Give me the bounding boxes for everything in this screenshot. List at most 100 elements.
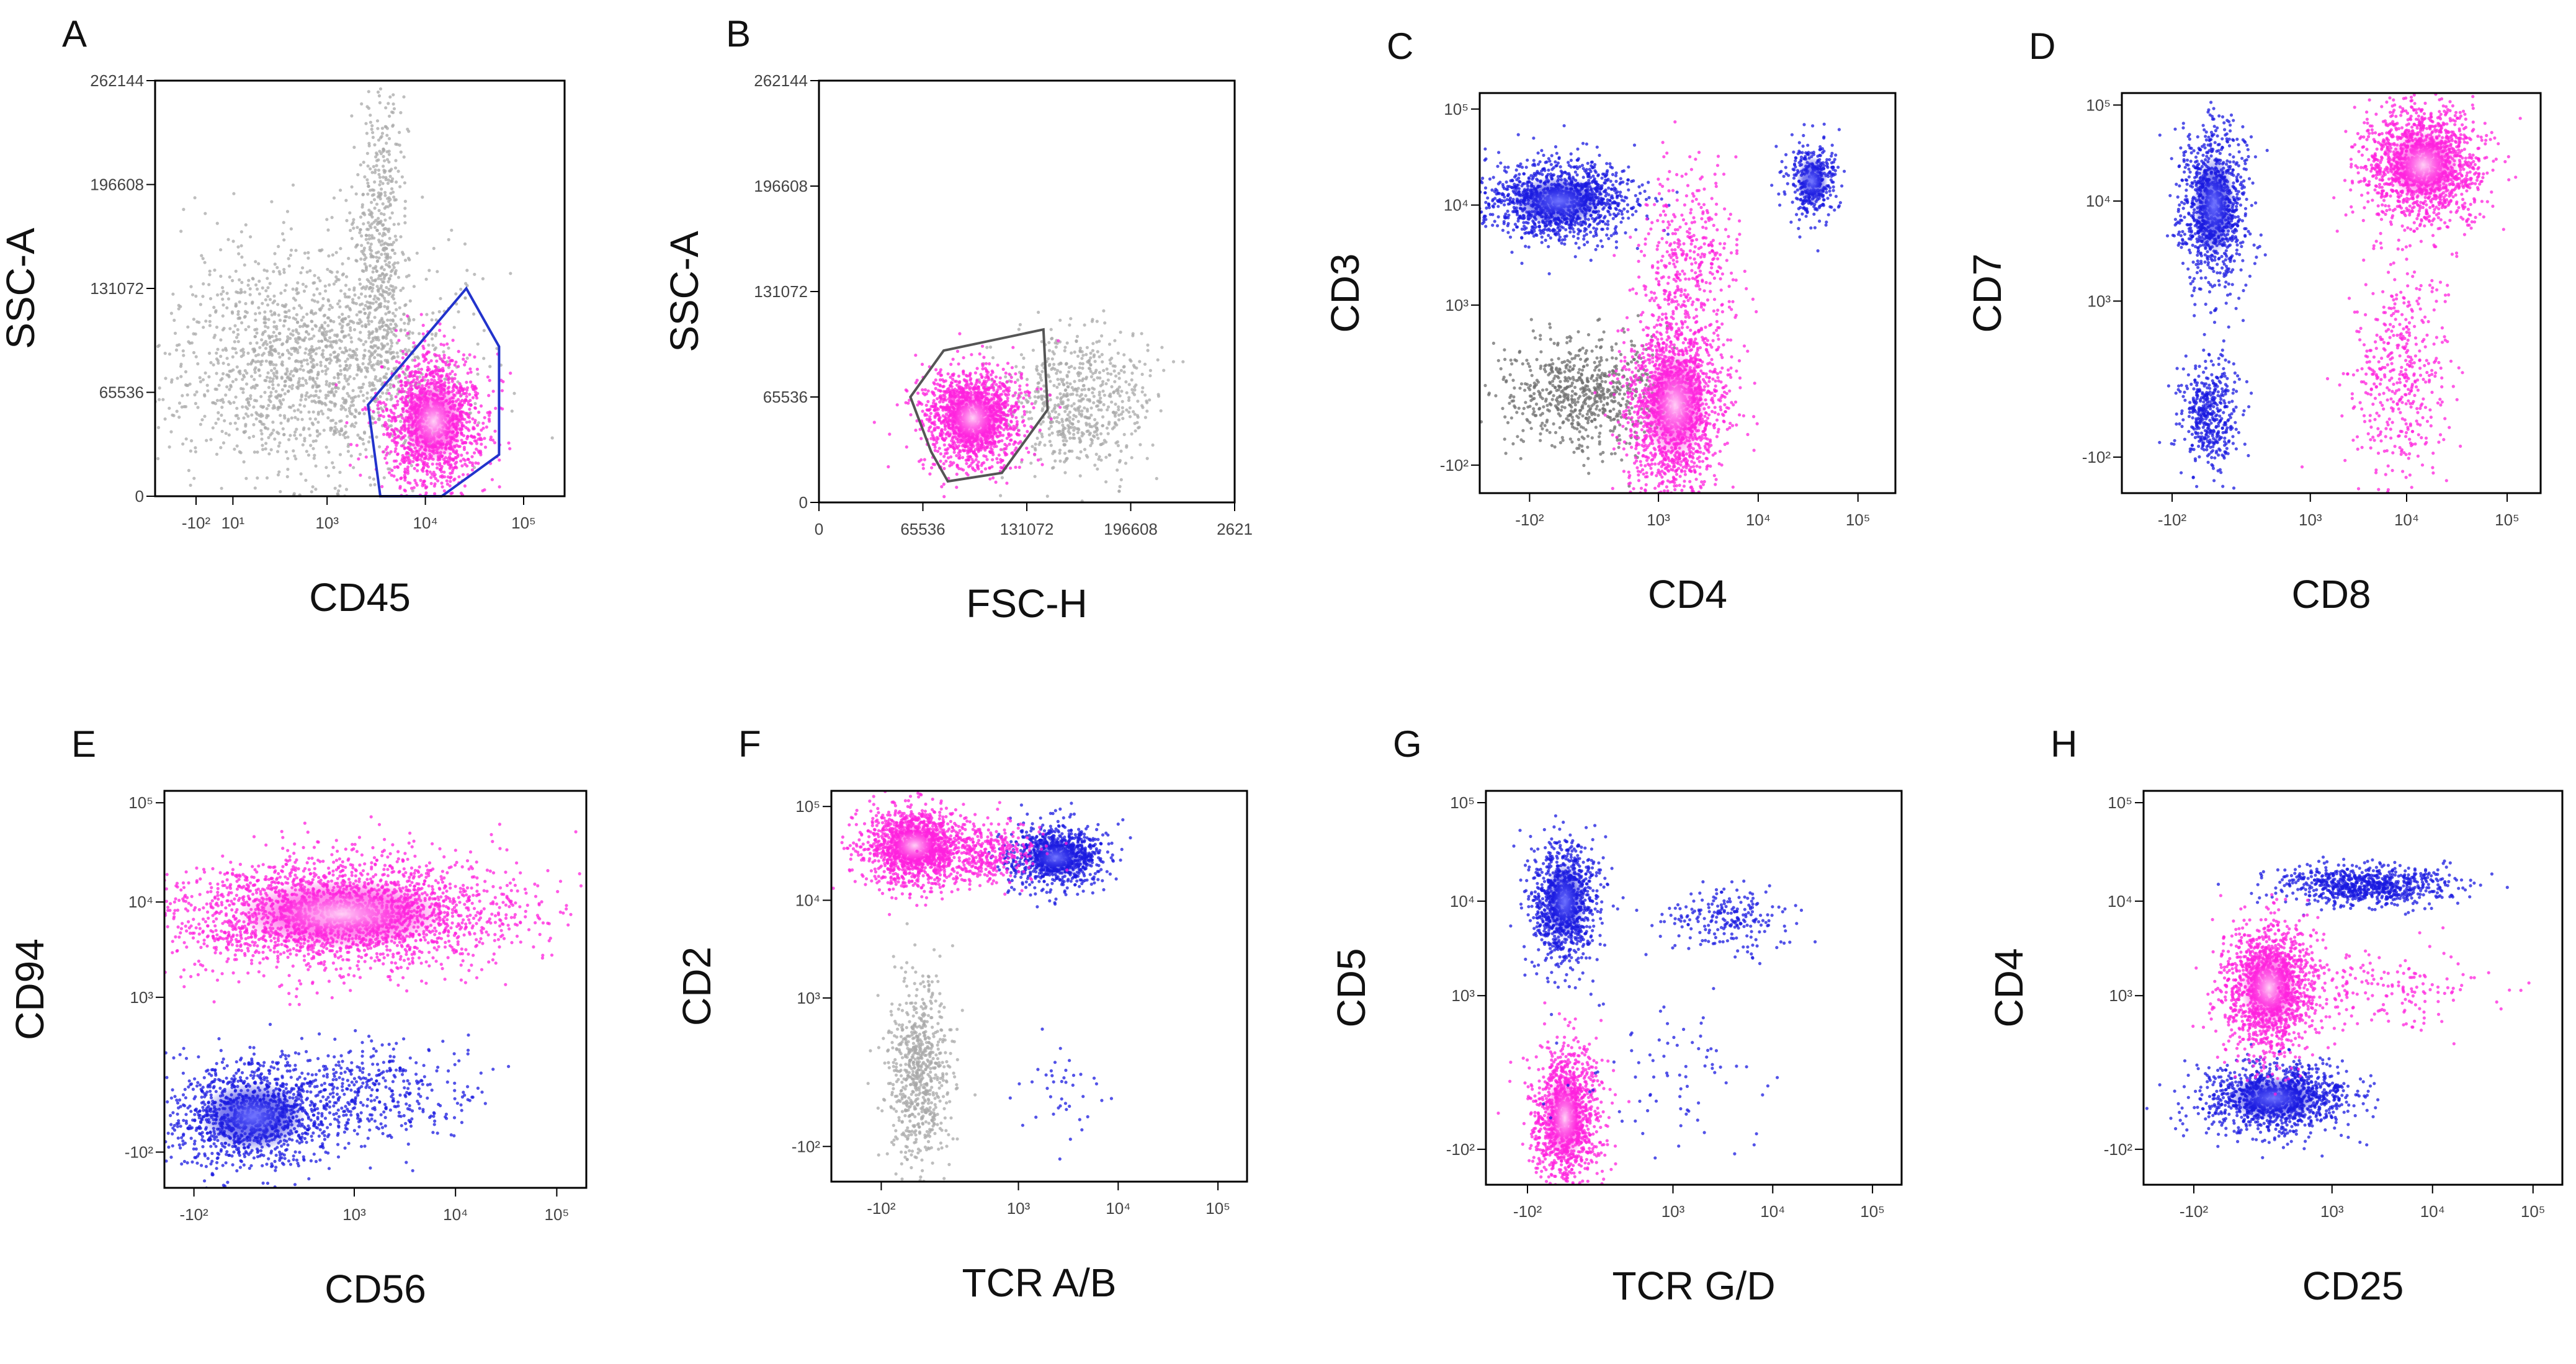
event-dot	[1127, 383, 1131, 386]
event-dot	[285, 475, 289, 479]
event-dot	[367, 184, 370, 188]
event-dot	[1058, 448, 1062, 452]
event-dot	[312, 365, 316, 368]
event-dot	[191, 293, 195, 296]
event-dot	[387, 367, 390, 371]
event-dot	[980, 463, 983, 467]
event-dot	[366, 241, 370, 245]
event-dot	[430, 337, 434, 341]
event-dot	[399, 150, 403, 154]
event-dot	[1065, 407, 1069, 411]
event-dot	[338, 299, 341, 303]
event-dot	[274, 334, 278, 338]
event-dot	[269, 345, 272, 349]
event-dot	[1047, 427, 1051, 430]
event-dot	[387, 136, 391, 141]
event-dot	[1055, 416, 1059, 419]
event-dot	[264, 442, 268, 445]
event-dot	[380, 131, 385, 135]
event-dot	[488, 419, 491, 423]
event-dot	[395, 465, 400, 469]
event-dot	[257, 353, 261, 357]
event-dot	[1096, 467, 1099, 471]
event-dot	[237, 370, 241, 374]
event-dot	[302, 359, 306, 362]
event-dot	[459, 287, 463, 291]
event-dot	[231, 330, 236, 334]
event-dot	[449, 465, 454, 469]
event-dot	[435, 359, 439, 363]
event-dot	[390, 179, 394, 183]
event-dot	[409, 372, 413, 376]
event-dot	[302, 383, 305, 387]
event-dot	[965, 461, 968, 465]
event-dot	[454, 373, 457, 377]
event-dot	[373, 316, 377, 319]
event-dot	[1138, 443, 1142, 447]
event-dot	[455, 466, 458, 470]
event-dot	[243, 315, 246, 319]
event-dot	[220, 406, 224, 409]
event-dot	[277, 244, 280, 248]
event-dot	[406, 127, 409, 131]
event-dot	[436, 466, 439, 470]
panel-a-population-2	[334, 313, 512, 496]
event-dot	[406, 256, 411, 260]
event-dot	[357, 310, 361, 314]
event-dot	[1095, 433, 1099, 437]
event-dot	[304, 378, 308, 383]
event-dot	[923, 458, 926, 461]
event-dot	[396, 355, 400, 359]
event-dot	[1068, 416, 1071, 419]
event-dot	[473, 272, 476, 276]
event-dot	[1039, 457, 1042, 461]
event-dot	[376, 403, 380, 408]
event-dot	[239, 451, 243, 455]
event-dot	[1106, 405, 1111, 409]
event-dot	[403, 473, 406, 477]
event-dot	[156, 426, 161, 429]
event-dot	[310, 360, 313, 364]
event-dot	[1106, 372, 1110, 375]
event-dot	[383, 194, 387, 197]
event-dot	[426, 368, 429, 372]
event-dot	[375, 362, 378, 366]
event-dot	[310, 345, 314, 349]
event-dot	[391, 93, 395, 97]
event-dot	[385, 141, 388, 145]
event-dot	[995, 391, 999, 394]
event-dot	[447, 365, 451, 370]
event-dot	[401, 436, 405, 440]
event-dot	[1072, 429, 1076, 432]
event-dot	[282, 238, 286, 242]
event-dot	[303, 351, 307, 355]
event-dot	[334, 251, 338, 254]
event-dot	[189, 285, 193, 288]
event-dot	[471, 435, 475, 439]
event-dot	[294, 457, 298, 461]
event-dot	[281, 352, 285, 356]
event-dot	[406, 455, 409, 459]
event-dot	[297, 291, 300, 295]
event-dot	[408, 318, 411, 322]
event-dot	[262, 352, 266, 355]
event-dot	[1078, 378, 1081, 383]
event-dot	[1047, 433, 1052, 437]
event-dot	[311, 312, 315, 316]
event-dot	[1099, 384, 1102, 388]
event-dot	[1098, 376, 1102, 380]
event-dot	[217, 411, 220, 415]
event-dot	[264, 324, 267, 328]
event-dot	[1071, 388, 1076, 392]
event-dot	[300, 306, 303, 310]
event-dot	[263, 391, 267, 394]
event-dot	[257, 306, 261, 310]
event-dot	[460, 453, 463, 457]
event-dot	[387, 293, 391, 296]
event-dot	[304, 394, 308, 398]
event-dot	[266, 375, 269, 379]
event-dot	[916, 391, 920, 395]
event-dot	[476, 432, 480, 436]
event-dot	[1053, 459, 1057, 463]
event-dot	[378, 327, 382, 331]
